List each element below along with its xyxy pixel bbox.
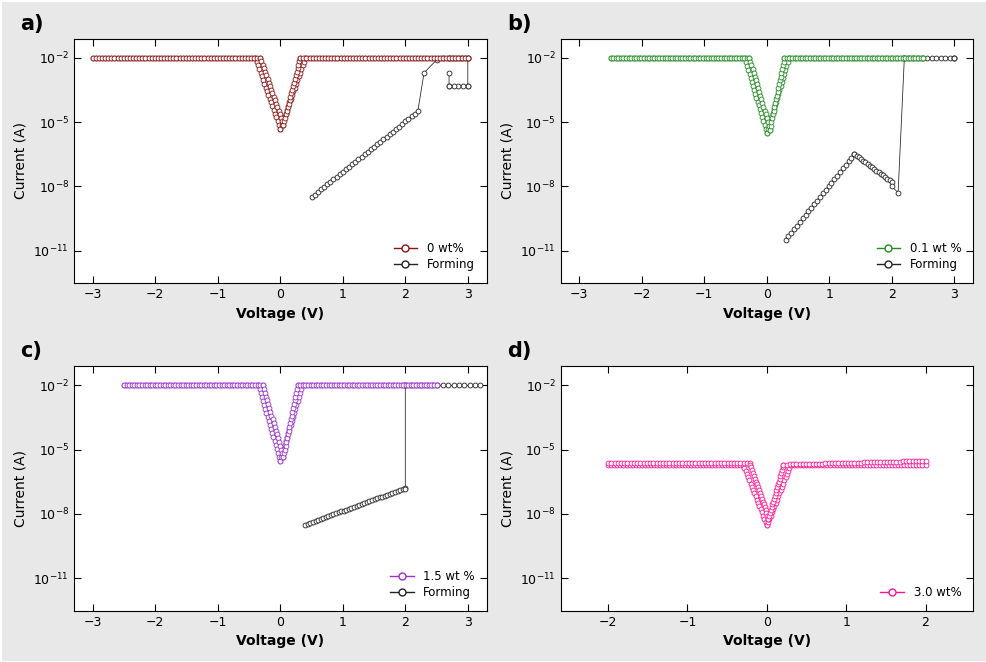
Legend: 3.0 wt%: 3.0 wt% bbox=[874, 580, 966, 605]
Y-axis label: Current (A): Current (A) bbox=[14, 122, 28, 199]
Legend: 1.5 wt %, Forming: 1.5 wt %, Forming bbox=[384, 564, 480, 605]
Y-axis label: Current (A): Current (A) bbox=[14, 450, 28, 527]
Y-axis label: Current (A): Current (A) bbox=[500, 122, 514, 199]
Y-axis label: Current (A): Current (A) bbox=[500, 450, 514, 527]
Text: a): a) bbox=[21, 14, 43, 34]
Legend: 0 wt%, Forming: 0 wt%, Forming bbox=[387, 236, 480, 277]
Legend: 0.1 wt %, Forming: 0.1 wt %, Forming bbox=[870, 236, 966, 277]
X-axis label: Voltage (V): Voltage (V) bbox=[236, 307, 324, 320]
Text: c): c) bbox=[21, 341, 42, 361]
X-axis label: Voltage (V): Voltage (V) bbox=[722, 634, 810, 648]
X-axis label: Voltage (V): Voltage (V) bbox=[722, 307, 810, 320]
X-axis label: Voltage (V): Voltage (V) bbox=[236, 634, 324, 648]
Text: b): b) bbox=[507, 14, 530, 34]
Text: d): d) bbox=[507, 341, 530, 361]
